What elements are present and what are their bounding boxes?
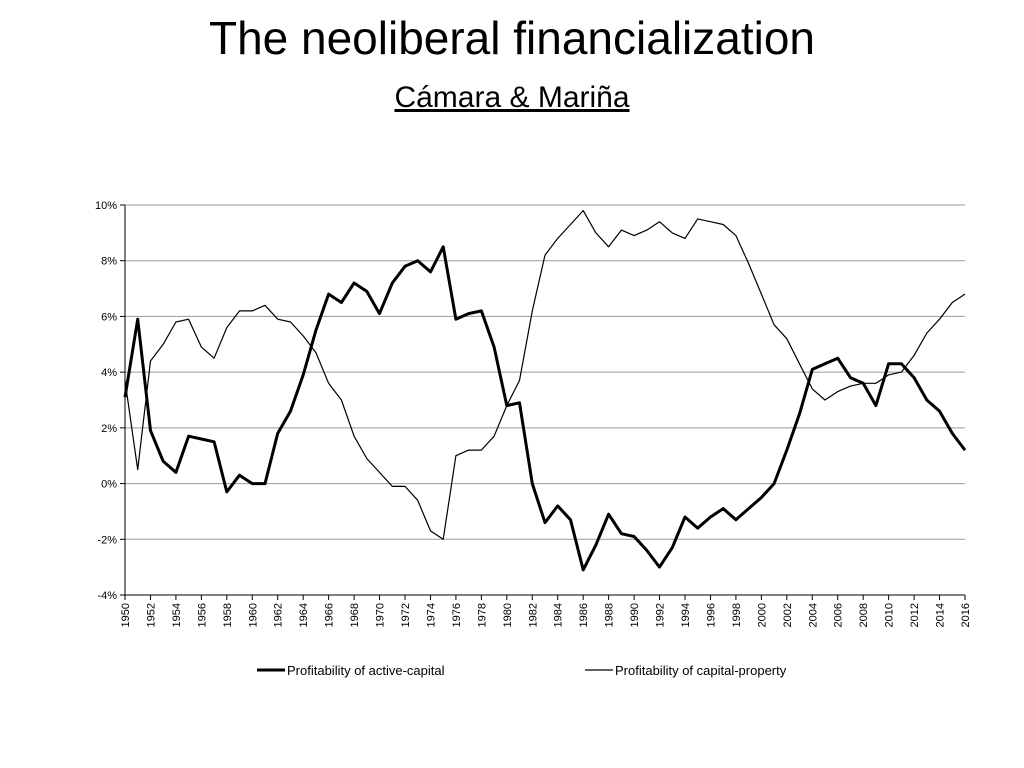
x-tick-label: 2006 — [833, 603, 845, 627]
x-tick-label: 1970 — [375, 603, 387, 627]
y-tick-label: -2% — [97, 534, 117, 546]
y-tick-label: 4% — [101, 367, 117, 379]
x-tick-label: 2010 — [884, 603, 896, 627]
x-tick-label: 1990 — [629, 603, 641, 627]
legend-item: Profitability of capital-property — [585, 663, 787, 678]
x-tick-label: 1980 — [502, 603, 514, 627]
x-tick-label: 1974 — [425, 603, 437, 627]
legend-label: Profitability of active-capital — [287, 663, 445, 678]
series-line-profitability-of-capital-property — [124, 210, 966, 540]
x-tick-label: 2000 — [756, 603, 768, 627]
x-tick-label: 1962 — [273, 603, 285, 627]
x-tick-label: 1976 — [451, 603, 463, 627]
y-tick-label: 10% — [95, 200, 117, 212]
y-tick-label: 0% — [101, 479, 117, 491]
x-tick-label: 1952 — [145, 603, 157, 627]
slide-title: The neoliberal financialization — [208, 12, 816, 64]
x-tick-label: 1998 — [731, 603, 743, 627]
x-tick-label: 2008 — [858, 603, 870, 627]
x-tick-label: 1986 — [578, 603, 590, 627]
x-tick-label: 1992 — [655, 603, 667, 627]
x-tick-label: 1972 — [400, 603, 412, 627]
x-tick-label: 1994 — [680, 603, 692, 627]
x-tick-label: 1958 — [222, 603, 234, 627]
y-tick-label: 2% — [101, 423, 117, 435]
x-tick-label: 2012 — [909, 603, 921, 627]
x-tick-label: 1988 — [604, 603, 616, 627]
y-tick-label: 6% — [101, 311, 117, 323]
x-tick-label: 1964 — [298, 603, 310, 627]
x-tick-label: 1968 — [349, 603, 361, 627]
x-tick-label: 1954 — [171, 603, 183, 627]
series-line-profitability-of-active-capital — [123, 245, 967, 572]
x-tick-label: 1956 — [196, 603, 208, 627]
x-tick-label: 1984 — [553, 603, 565, 627]
legend-item: Profitability of active-capital — [257, 663, 445, 678]
x-tick-label: 2002 — [782, 603, 794, 627]
x-tick-label: 2004 — [807, 603, 819, 627]
x-tick-label: 1966 — [324, 603, 336, 627]
x-tick-label: 2014 — [935, 603, 947, 627]
x-tick-label: 1982 — [527, 603, 539, 627]
x-tick-label: 2016 — [960, 603, 972, 627]
x-tick-label: 1960 — [247, 603, 259, 627]
x-tick-label: 1978 — [476, 603, 488, 627]
x-tick-label: 1950 — [120, 603, 132, 627]
y-tick-label: 8% — [101, 256, 117, 268]
slide-subtitle: Cámara & Mariña — [394, 81, 630, 114]
legend-label: Profitability of capital-property — [615, 663, 787, 678]
x-tick-label: 1996 — [705, 603, 717, 627]
y-tick-label: -4% — [97, 590, 117, 602]
